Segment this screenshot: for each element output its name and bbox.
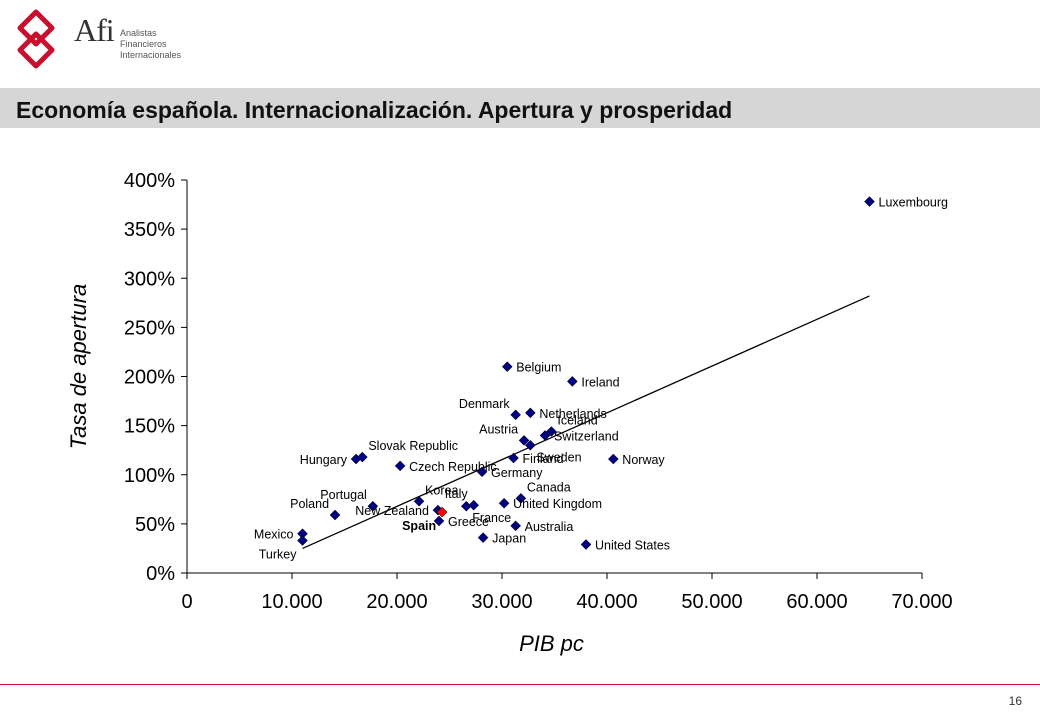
y-tick-label: 50% <box>135 514 175 536</box>
logo-line-3: Internacionales <box>120 50 182 60</box>
data-point-japan <box>477 532 489 543</box>
data-point-spain <box>436 506 448 518</box>
data-point-sweden <box>524 439 536 451</box>
data-label-austria: Austria <box>479 422 518 436</box>
data-point-france <box>460 500 472 512</box>
data-label-korea: Korea <box>425 483 458 497</box>
data-point-united-states <box>580 539 592 550</box>
x-axis-label: PIB pc <box>519 631 584 656</box>
data-label-united-states: United States <box>595 539 670 553</box>
data-label-slovak-republic: Slovak Republic <box>368 439 458 453</box>
x-tick-label: 60.000 <box>786 591 847 613</box>
data-label-poland: Poland <box>290 497 329 511</box>
y-tick-label: 100% <box>124 465 175 487</box>
x-tick-label: 70.000 <box>891 591 952 613</box>
data-point-poland <box>329 509 341 521</box>
logo-name: Afi <box>74 12 115 48</box>
page-title: Economía española. Internacionalización.… <box>16 97 733 123</box>
data-point-portugal <box>367 500 379 512</box>
y-tick-label: 0% <box>146 563 175 585</box>
data-label-italy: Italy <box>445 487 469 501</box>
data-label-luxembourg: Luxembourg <box>879 196 949 210</box>
data-label-new-zealand: New Zealand <box>355 504 429 518</box>
data-point-netherlands <box>524 407 536 419</box>
data-point-ireland <box>566 376 578 387</box>
x-tick-label: 40.000 <box>576 591 637 613</box>
x-tick-label: 20.000 <box>366 591 427 613</box>
afi-logo-icon <box>17 9 55 69</box>
data-label-hungary: Hungary <box>300 453 348 467</box>
data-point-denmark <box>510 409 522 421</box>
data-label-denmark: Denmark <box>459 397 510 411</box>
y-axis-label: Tasa de apertura <box>66 284 91 450</box>
x-tick-label: 0 <box>181 591 192 613</box>
y-tick-label: 150% <box>124 416 175 438</box>
logo-subtitle: Analistas Financieros Internacionales <box>120 28 240 61</box>
data-point-austria <box>518 435 530 446</box>
data-label-greece: Greece <box>448 515 489 529</box>
title-bar <box>0 88 1040 128</box>
data-label-norway: Norway <box>622 453 665 467</box>
data-label-switzerland: Switzerland <box>554 429 619 443</box>
data-point-norway <box>607 453 619 465</box>
data-label-portugal: Portugal <box>320 488 367 502</box>
data-label-united-kingdom: United Kingdom <box>513 497 602 511</box>
data-label-sweden: Sweden <box>536 450 581 464</box>
scatter-chart: 0% 50% 100% 150% 200% 250% 300% 350% 400% 0 10.000… <box>66 170 953 656</box>
x-tick-label: 10.000 <box>261 591 322 613</box>
data-label-germany: Germany <box>491 466 543 480</box>
data-label-japan: Japan <box>492 532 526 546</box>
y-tick-label: 200% <box>124 367 175 389</box>
data-label-spain: Spain <box>402 519 436 533</box>
logo-line-2: Financieros <box>120 39 167 49</box>
data-point-turkey <box>297 535 308 546</box>
data-label-finland: Finland <box>523 452 564 466</box>
data-point-united-kingdom <box>498 497 510 509</box>
data-label-canada: Canada <box>527 480 571 494</box>
data-point-germany <box>476 466 488 478</box>
page-number: 16 <box>1008 694 1022 708</box>
data-label-belgium: Belgium <box>516 361 561 375</box>
y-tick-label: 300% <box>124 268 175 290</box>
data-point-hungary <box>350 453 362 465</box>
y-tick-label: 400% <box>124 170 175 192</box>
data-point-luxembourg <box>864 196 875 207</box>
data-label-ireland: Ireland <box>581 375 619 389</box>
data-point-belgium <box>501 361 513 373</box>
data-point-switzerland <box>539 430 551 441</box>
y-tick-label: 250% <box>124 317 175 339</box>
data-point-greece <box>433 515 445 527</box>
data-point-korea <box>413 495 425 507</box>
data-point-czech-republic <box>394 460 406 472</box>
data-label-turkey: Turkey <box>259 548 297 562</box>
data-label-iceland: Iceland <box>557 414 597 428</box>
data-point-australia <box>510 520 522 532</box>
data-label-australia: Australia <box>525 520 574 534</box>
data-point-finland <box>508 452 519 464</box>
x-tick-label: 50.000 <box>681 591 742 613</box>
logo-line-1: Analistas <box>120 28 157 38</box>
data-label-czech-republic: Czech Republic <box>409 460 497 474</box>
footer-divider <box>0 684 1040 685</box>
data-point-canada <box>515 492 527 504</box>
data-label-netherlands: Netherlands <box>539 407 606 421</box>
y-tick-label: 350% <box>124 219 175 241</box>
trend-line <box>302 295 870 550</box>
data-label-mexico: Mexico <box>254 528 294 542</box>
data-point-italy <box>468 499 480 511</box>
data-label-france: France <box>472 511 511 525</box>
x-tick-label: 30.000 <box>471 591 532 613</box>
logo: Afi Analistas Financieros Internacionale… <box>74 12 181 60</box>
